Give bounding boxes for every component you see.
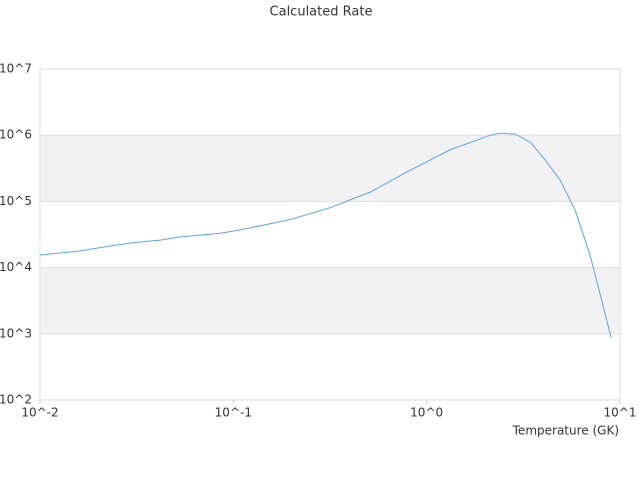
grid-band bbox=[40, 135, 620, 202]
x-axis-label: Temperature (GK) bbox=[512, 424, 619, 438]
x-tick-label: 10^-1 bbox=[215, 406, 252, 420]
data-line bbox=[39, 132, 612, 338]
grid-band bbox=[40, 267, 620, 334]
y-tick-label: 10^6 bbox=[0, 128, 32, 142]
x-tick-label: 10^0 bbox=[410, 406, 443, 420]
x-tick-label: 10^1 bbox=[604, 406, 637, 420]
plot-frame bbox=[39, 68, 621, 401]
y-tick-label: 10^4 bbox=[0, 260, 32, 274]
y-tick-label: 10^2 bbox=[0, 393, 32, 407]
y-tick-label: 10^5 bbox=[0, 194, 32, 208]
y-tick-label: 10^3 bbox=[0, 326, 32, 340]
y-tick-label: 10^7 bbox=[0, 62, 32, 76]
chart-title: Calculated Rate bbox=[270, 5, 373, 20]
x-tick-label: 10^-2 bbox=[21, 406, 58, 420]
